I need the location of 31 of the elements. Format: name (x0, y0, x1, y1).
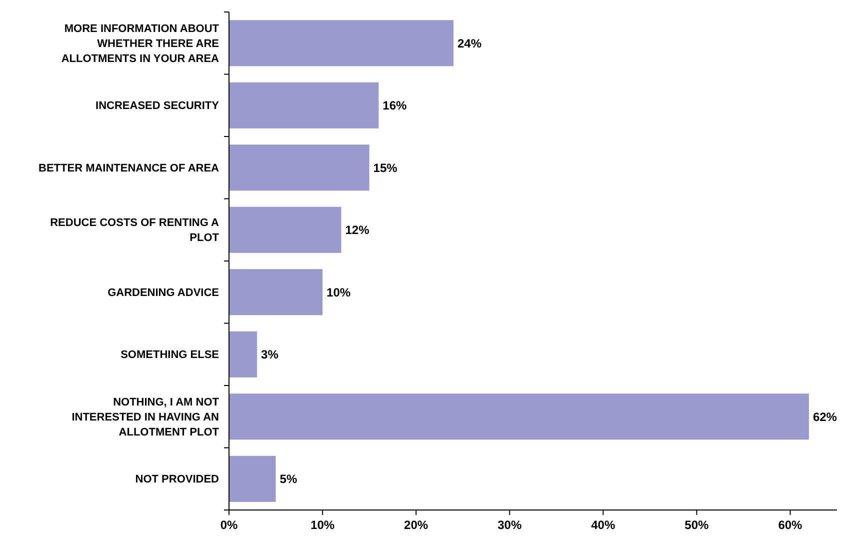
y-tick-label: SOMETHING ELSE (120, 349, 219, 362)
data-label: 12% (345, 223, 370, 238)
y-tick-label: MORE INFORMATION ABOUT WHETHER THERE ARE ALLOTMENTS IN YOUR AREA (61, 22, 220, 65)
data-label: 24% (457, 36, 482, 50)
y-tick-label: NOT PROVIDED (135, 474, 220, 486)
y-tick-label: INCREASED SECURITY (96, 100, 220, 112)
y-tick-label: BETTER MAINTENANCE OF AREA (38, 162, 220, 174)
y-tick-label: NOTHING, I AM NOT INTERESTED IN HAVING AN ALLOTMENT PLOT (72, 396, 220, 438)
bar (229, 82, 379, 128)
y-tick-label: REDUCE COSTS OF RENTING A PLOT (50, 217, 220, 244)
bar (229, 206, 342, 253)
x-tick-label: 60% (778, 518, 803, 532)
bar (229, 20, 454, 66)
data-label: 5% (280, 472, 298, 486)
x-tick-label: 10% (310, 518, 335, 532)
bar (229, 144, 370, 191)
x-tick-label: 0% (220, 518, 238, 532)
bar (229, 456, 276, 502)
x-tick-label: 20% (404, 518, 428, 532)
bar (229, 269, 323, 316)
x-tick-label: 50% (684, 518, 710, 532)
x-tick-label: 40% (591, 518, 616, 532)
data-label: 15% (373, 160, 398, 175)
data-label: 10% (326, 285, 351, 300)
bar (229, 394, 809, 440)
data-label: 3% (261, 348, 279, 362)
x-tick-label: 30% (498, 518, 522, 532)
bar (229, 331, 258, 378)
data-label: 62% (812, 410, 838, 424)
data-label: 16% (382, 98, 408, 113)
y-tick-label: GARDENING ADVICE (108, 286, 219, 299)
